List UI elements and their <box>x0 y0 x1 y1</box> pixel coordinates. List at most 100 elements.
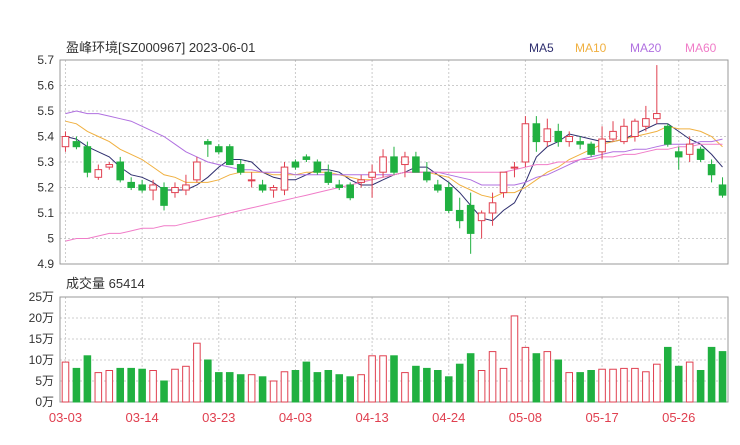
candle-body <box>94 169 103 178</box>
volume-bar <box>696 370 705 403</box>
candle <box>313 159 322 175</box>
candle-body <box>346 184 354 199</box>
candle <box>412 151 420 173</box>
candle-body <box>105 164 114 168</box>
volume-bar <box>138 368 146 403</box>
candle <box>390 146 398 175</box>
candle <box>663 123 672 147</box>
legend-ma10: MA10 <box>575 41 607 55</box>
candle <box>444 182 453 213</box>
candle <box>193 156 201 183</box>
volume-bar <box>280 371 289 403</box>
volume-bar <box>609 368 617 403</box>
candle-body <box>368 171 376 178</box>
candle <box>499 171 508 198</box>
candle-body <box>707 164 716 176</box>
volume-bar <box>434 370 442 403</box>
candle-body <box>335 184 344 188</box>
candle-body <box>149 184 157 191</box>
volume-bar <box>663 346 672 403</box>
candle-body <box>193 161 201 181</box>
volume-bar <box>543 351 552 403</box>
volume-bar <box>477 370 486 403</box>
candle-body <box>324 171 333 183</box>
volume-bar <box>269 380 278 403</box>
volume-bar <box>576 372 584 403</box>
candle <box>204 139 212 157</box>
x-tick-label: 04-13 <box>355 410 388 425</box>
candle-body <box>718 184 727 196</box>
candle <box>171 182 179 198</box>
volume-bar <box>674 365 683 403</box>
candle <box>543 118 552 147</box>
volume-bar <box>488 351 497 403</box>
candle <box>357 174 365 188</box>
volume-bar <box>225 372 234 403</box>
volume-bar <box>466 353 475 403</box>
volume-bar <box>390 355 398 403</box>
x-tick-label: 03-14 <box>126 410 159 425</box>
price-tick-label: 5.6 <box>37 79 54 93</box>
candle <box>521 116 530 168</box>
candle-body <box>215 146 223 153</box>
candle <box>269 184 278 198</box>
volume-label: 成交量 65414 <box>66 276 145 291</box>
candle <box>258 179 267 193</box>
candle <box>127 177 135 191</box>
candle <box>620 118 628 145</box>
volume-bar <box>313 372 322 403</box>
volume-bar <box>379 355 387 403</box>
price-tick-label: 5.5 <box>37 104 54 118</box>
candle-body <box>236 164 245 173</box>
x-tick-label: 03-03 <box>49 410 82 425</box>
candle <box>642 105 650 132</box>
candle <box>466 192 475 254</box>
candle-body <box>379 156 387 173</box>
candle-body <box>247 179 256 182</box>
candle-body <box>280 166 289 191</box>
legend-ma60: MA60 <box>685 41 717 55</box>
legend-ma20: MA20 <box>630 41 662 55</box>
x-tick-label: 05-08 <box>509 410 542 425</box>
candle <box>510 162 519 178</box>
candle-body <box>423 171 431 181</box>
candle <box>346 182 354 201</box>
candle-body <box>598 138 606 153</box>
volume-bar <box>215 372 223 403</box>
x-tick-label: 05-17 <box>585 410 618 425</box>
candle <box>653 65 661 124</box>
candle-body <box>663 125 672 145</box>
volume-bar <box>598 368 606 403</box>
price-tick-label: 5 <box>47 232 54 246</box>
volume-bar <box>554 359 563 403</box>
volume-bar <box>707 346 716 403</box>
volume-tick-label: 15万 <box>29 332 54 346</box>
candle-body <box>225 146 234 166</box>
volume-bar <box>653 363 661 403</box>
volume-bar <box>521 346 530 403</box>
volume-tick-label: 0万 <box>35 395 54 409</box>
candle <box>532 116 541 152</box>
candle <box>718 177 727 198</box>
candle <box>674 146 683 170</box>
volume-bar <box>258 376 267 403</box>
volume-bar <box>346 376 354 403</box>
volume-bar <box>171 368 179 403</box>
candle-body <box>653 113 661 120</box>
price-tick-label: 5.4 <box>37 130 54 144</box>
candle-body <box>543 128 552 143</box>
volume-bar <box>718 351 727 403</box>
candle <box>379 149 387 178</box>
volume-bar <box>620 367 628 403</box>
price-tick-label: 5.1 <box>37 206 54 220</box>
volume-bar <box>335 374 344 403</box>
candle-body <box>642 118 650 127</box>
volume-bar <box>83 355 92 403</box>
candle-body <box>521 123 530 163</box>
candle <box>225 144 234 166</box>
candle <box>477 210 486 239</box>
volume-tick-label: 20万 <box>29 311 54 325</box>
candle-body <box>510 166 519 169</box>
candle <box>423 162 431 183</box>
